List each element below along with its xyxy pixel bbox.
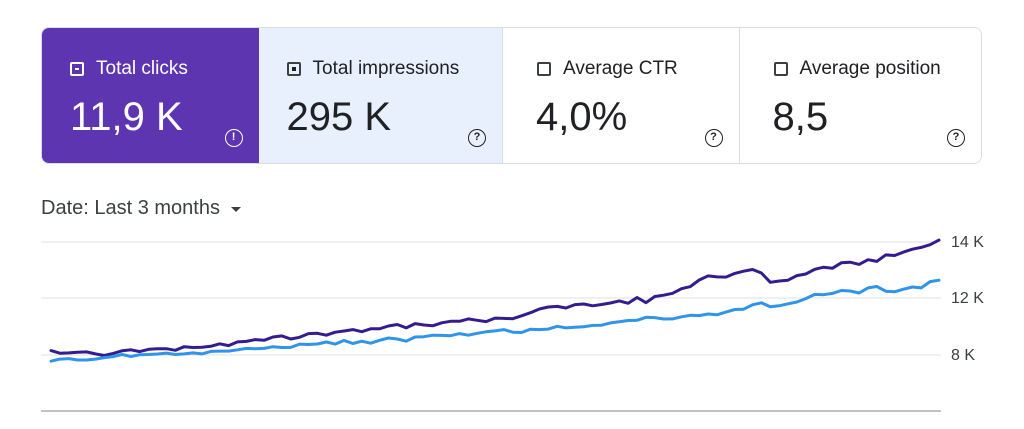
y-tick-label: 12 K xyxy=(951,290,984,307)
help-icon[interactable]: ? xyxy=(468,129,487,147)
impressions-line xyxy=(49,278,941,363)
metric-card-average-position[interactable]: Average position 8,5 ? xyxy=(739,28,981,163)
metric-card-header: Total clicks xyxy=(70,58,188,80)
date-filter-label: Date: Last 3 months xyxy=(41,197,220,219)
checkbox-unchecked-icon[interactable] xyxy=(773,62,788,76)
metric-card-total-clicks[interactable]: Total clicks 11,9 K ! xyxy=(42,28,259,163)
checkbox-checked-icon[interactable] xyxy=(70,62,84,76)
help-icon[interactable]: ? xyxy=(704,129,723,147)
metric-value: 11,9 K xyxy=(70,95,183,139)
metric-card-header: Average CTR xyxy=(537,58,678,80)
metric-card-average-ctr[interactable]: Average CTR 4,0% ? xyxy=(503,28,740,163)
metric-label: Average CTR xyxy=(563,58,678,79)
metric-label: Average position xyxy=(799,58,941,79)
clicks-line xyxy=(49,238,941,357)
checkbox-checked-icon[interactable] xyxy=(286,62,301,76)
y-tick-label: 14 K xyxy=(951,234,984,251)
date-filter-dropdown[interactable]: Date: Last 3 months xyxy=(41,196,241,220)
metric-card-header: Average position xyxy=(773,58,941,80)
checkbox-unchecked-icon[interactable] xyxy=(537,62,552,76)
caret-down-icon xyxy=(230,206,241,212)
help-icon[interactable]: ? xyxy=(947,129,965,147)
metric-label: Total impressions xyxy=(312,58,460,79)
info-icon[interactable]: ! xyxy=(224,129,243,147)
metric-value: 4,0% xyxy=(536,95,628,139)
metric-value: 295 K xyxy=(286,95,392,139)
metric-card-header: Total impressions xyxy=(286,58,460,80)
metric-cards: Total clicks 11,9 K ! Total impressions … xyxy=(41,27,982,164)
metric-card-total-impressions[interactable]: Total impressions 295 K ? xyxy=(258,28,504,163)
y-tick-label: 8 K xyxy=(951,347,975,364)
metric-value: 8,5 xyxy=(772,95,829,139)
metric-label: Total clicks xyxy=(96,58,188,79)
